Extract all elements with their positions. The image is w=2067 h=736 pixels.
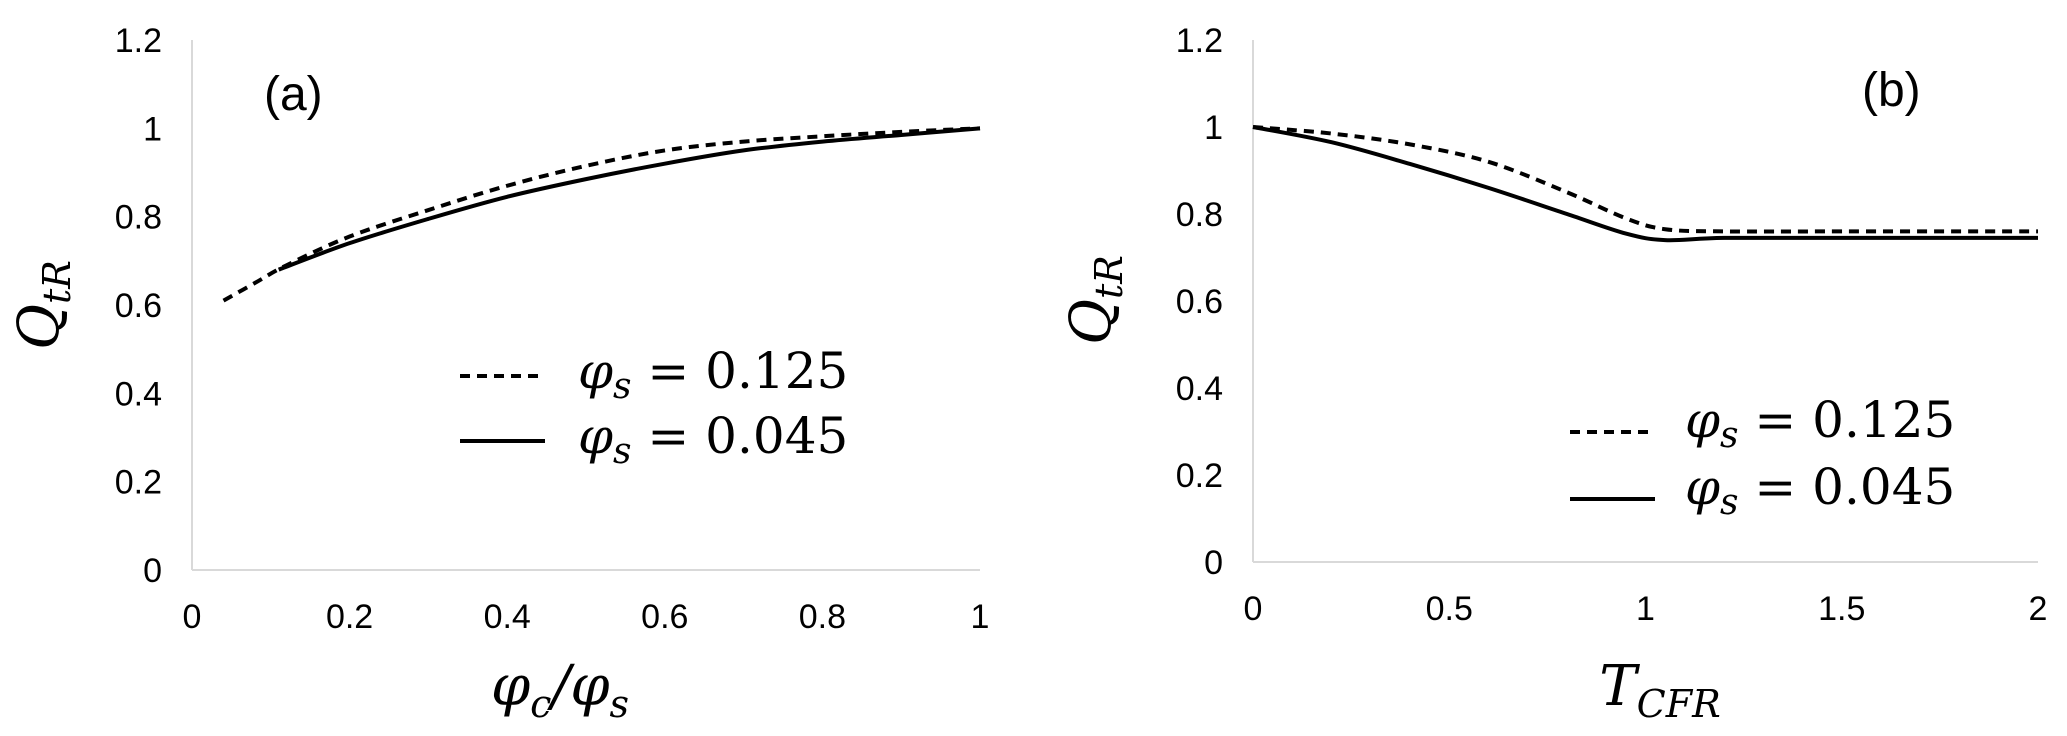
svg-text:TCFR: TCFR xyxy=(1599,654,1720,726)
legend-entry-b-1: φs = 0.125 xyxy=(1685,391,1955,456)
series-group-b xyxy=(1252,125,2038,243)
series-group-a xyxy=(222,126,981,303)
x-tick-label-a: 0.4 xyxy=(484,598,531,636)
panel-label-b: (b) xyxy=(1862,64,1921,117)
series-line-b-1 xyxy=(1252,125,2038,234)
x-tick-label-b: 0.5 xyxy=(1426,590,1473,628)
x-tick-labels-a: 0 0.2 0.4 0.6 0.8 1 xyxy=(183,598,990,636)
svg-text:QtR: QtR xyxy=(1059,255,1131,345)
x-tick-label-b: 2 xyxy=(2029,590,2048,628)
panel-label-a: (a) xyxy=(264,68,323,121)
y-tick-label-b: 0.8 xyxy=(1176,196,1223,234)
y-tick-label-b: 0.2 xyxy=(1176,457,1223,495)
y-tick-label-a: 0.6 xyxy=(115,287,162,325)
y-tick-label-a: 1 xyxy=(143,110,162,148)
legend-entry-a-2: φs = 0.045 xyxy=(578,407,848,472)
y-tick-labels-a: 0 0.2 0.4 0.6 0.8 1 1.2 xyxy=(115,22,162,590)
x-tick-label-b: 0 xyxy=(1244,590,1263,628)
x-axis-label-b: TCFR xyxy=(1599,654,1720,726)
x-axis-label-a: φc/φs xyxy=(491,654,629,726)
panel-a: 0 0.2 0.4 0.6 0.8 1 1.2 0 0.2 0.4 0.6 0.8 1 (a) QtR… xyxy=(7,22,989,726)
x-tick-label-b: 1.5 xyxy=(1818,590,1865,628)
x-tick-label-a: 0.2 xyxy=(326,598,373,636)
legend-entry-b-2: φs = 0.045 xyxy=(1685,458,1955,523)
x-tick-labels-b: 0 0.5 1 1.5 2 xyxy=(1244,590,2048,628)
legend-b: φs = 0.125 φs = 0.045 xyxy=(1570,391,1955,523)
x-tick-label-a: 0 xyxy=(183,598,202,636)
x-tick-label-b: 1 xyxy=(1636,590,1655,628)
y-tick-label-b: 0 xyxy=(1204,544,1223,582)
y-tick-label-b: 0.6 xyxy=(1176,283,1223,321)
y-axis-label-b: QtR xyxy=(1059,255,1131,345)
legend-entry-a-1: φs = 0.125 xyxy=(578,342,848,407)
y-tick-label-a: 0.2 xyxy=(115,464,162,502)
y-tick-label-a: 0.8 xyxy=(115,199,162,237)
y-tick-label-b: 0.4 xyxy=(1176,370,1223,408)
panel-b: 0 0.2 0.4 0.6 0.8 1 1.2 0 0.5 1 1.5 2 (b) QtR TCFR… xyxy=(1059,22,2047,726)
series-line-a-2 xyxy=(277,126,981,272)
y-tick-label-a: 0.4 xyxy=(115,375,162,413)
y-axis-label-a: QtR xyxy=(7,260,79,350)
svg-text:φc/φs: φc/φs xyxy=(491,654,629,726)
series-line-b-2 xyxy=(1252,125,2038,243)
y-tick-label-b: 1 xyxy=(1204,109,1223,147)
legend-a: φs = 0.125 φs = 0.045 xyxy=(460,342,848,472)
y-tick-labels-b: 0 0.2 0.4 0.6 0.8 1 1.2 xyxy=(1176,22,1223,582)
x-tick-label-a: 0.8 xyxy=(799,598,846,636)
y-tick-label-a: 1.2 xyxy=(115,22,162,60)
y-tick-label-a: 0 xyxy=(143,552,162,590)
svg-text:QtR: QtR xyxy=(7,260,79,350)
x-tick-label-a: 0.6 xyxy=(641,598,688,636)
y-tick-label-b: 1.2 xyxy=(1176,22,1223,60)
x-tick-label-a: 1 xyxy=(971,598,990,636)
series-line-a-1 xyxy=(222,126,981,303)
